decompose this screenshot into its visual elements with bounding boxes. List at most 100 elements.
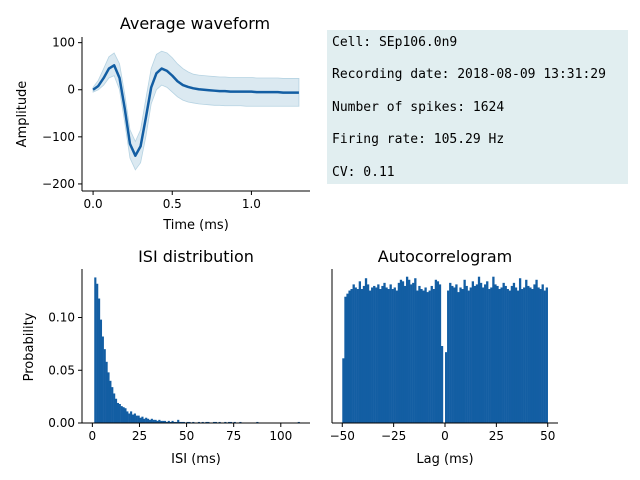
isi-title: ISI distribution	[138, 247, 254, 266]
autocorrelogram-bar	[405, 276, 409, 423]
isi-bar	[114, 398, 118, 423]
isi-bar	[103, 349, 106, 423]
autocorrelogram-bar	[385, 287, 388, 423]
autocorrelogram-x-tick-label: −25	[381, 429, 406, 443]
autocorrelogram-bar	[510, 285, 514, 423]
autocorrelogram-bar	[484, 284, 487, 423]
isi-bar	[197, 421, 201, 423]
autocorrelogram-bar	[381, 285, 384, 423]
autocorrelogram-bar	[457, 292, 460, 423]
isi-bar	[180, 421, 184, 423]
isi-bar	[130, 411, 133, 423]
autocorrelogram-bar	[481, 287, 485, 423]
autocorrelogram-bar	[408, 279, 411, 423]
autocorrelogram-bar	[488, 289, 491, 423]
recording-date-text: Recording date: 2018-08-09 13:31:29	[332, 67, 606, 82]
isi-bar	[131, 414, 135, 423]
isi-bar	[163, 420, 167, 423]
autocorrelogram-bar	[514, 287, 518, 423]
isi-bar	[158, 419, 161, 423]
isi-bar	[111, 387, 114, 423]
isi-bar	[205, 421, 208, 423]
autocorrelogram-bar	[420, 289, 423, 423]
autocorrelogram-bar	[494, 284, 497, 423]
autocorrelogram-bar	[401, 281, 405, 423]
isi-y-tick-label: 0.00	[48, 416, 75, 430]
autocorrelogram-bar	[410, 284, 413, 423]
waveform-y-label: Amplitude	[15, 81, 30, 148]
autocorrelogram-bar	[375, 287, 378, 423]
isi-bar	[165, 421, 168, 423]
isi-x-label: ISI (ms)	[171, 452, 221, 467]
autocorrelogram-bar	[430, 285, 433, 423]
autocorrelogram-bar	[504, 285, 507, 423]
autocorrelogram-bar	[477, 276, 481, 423]
autocorrelogram-bar	[344, 296, 347, 423]
waveform-y-tick-label: 0	[67, 83, 75, 97]
waveform-x-tick-label: 0.5	[163, 197, 182, 211]
autocorrelogram-bar	[463, 279, 466, 423]
autocorrelogram-bar	[418, 285, 421, 423]
autocorrelogram-bar	[465, 285, 468, 423]
isi-bar	[124, 408, 127, 423]
isi-x-tick-label: 50	[179, 429, 194, 443]
autocorrelogram-bar	[469, 287, 472, 423]
autocorrelogram-bar	[496, 285, 499, 423]
waveform-y-tick-label: 100	[52, 36, 75, 50]
waveform-title: Average waveform	[120, 14, 270, 33]
autocorrelogram-bar	[377, 284, 380, 423]
autocorrelogram-bar	[479, 282, 483, 423]
cell-info-box: Cell: SEp106.0n9 Recording date: 2018-08…	[327, 30, 628, 184]
isi-bar	[192, 421, 195, 423]
autocorrelogram-bar	[395, 290, 398, 423]
isi-bar	[182, 421, 185, 423]
autocorrelogram-bar	[518, 278, 522, 423]
isi-bar	[212, 421, 216, 423]
waveform-mean-line	[92, 64, 299, 157]
isi-bar	[233, 421, 236, 423]
autocorrelogram-bar	[537, 287, 540, 423]
waveform-x-tick-label: 1.0	[242, 197, 261, 211]
isi-y-label: Probability	[22, 312, 37, 381]
spike-count-text: Number of spikes: 1624	[332, 100, 505, 115]
autocorrelogram-bar	[523, 287, 526, 423]
autocorrelogram-bar	[498, 289, 501, 423]
autocorrelogram-bar	[389, 284, 392, 423]
autocorrelogram-bar	[471, 281, 475, 423]
isi-bar	[154, 419, 157, 423]
autocorrelogram-bar	[432, 289, 435, 423]
isi-panel: ISI distribution 0 25 50 75 100 0.00 0.05 0.10…	[22, 247, 310, 467]
isi-bar	[177, 419, 180, 423]
isi-bar	[156, 420, 159, 423]
autocorrelogram-bar	[414, 278, 417, 423]
autocorrelogram-bar	[352, 284, 355, 423]
autocorrelogram-bar	[424, 287, 427, 423]
isi-bar	[148, 419, 152, 423]
autocorrelogram-bar	[354, 287, 357, 423]
isi-bar	[139, 417, 142, 423]
isi-bar	[152, 419, 155, 423]
autocorrelogram-bar	[525, 279, 528, 423]
waveform-y-tick-label: −100	[42, 130, 75, 144]
isi-bar	[126, 411, 129, 423]
isi-bar	[94, 277, 97, 423]
autocorrelogram-bar	[368, 290, 372, 423]
autocorrelogram-bar	[416, 290, 419, 423]
isi-bar	[218, 421, 221, 423]
autocorrelogram-x-tick-label: −50	[330, 429, 355, 443]
autocorrelogram-bar	[455, 284, 458, 423]
autocorrelogram-bar	[539, 289, 542, 423]
isi-bar	[160, 420, 163, 423]
isi-bar	[175, 421, 178, 423]
autocorrelogram-x-label: Lag (ms)	[416, 452, 473, 467]
autocorrelogram-bar	[459, 287, 462, 423]
autocorrelogram-bar	[533, 284, 536, 423]
isi-bar	[214, 421, 217, 423]
waveform-error-band	[92, 50, 300, 171]
isi-bar	[256, 421, 259, 423]
autocorrelogram-bar	[535, 279, 538, 423]
isi-bar	[147, 418, 150, 423]
autocorrelogram-bar	[438, 284, 442, 423]
autocorrelogram-bar	[527, 285, 530, 423]
isi-bar	[128, 413, 131, 423]
